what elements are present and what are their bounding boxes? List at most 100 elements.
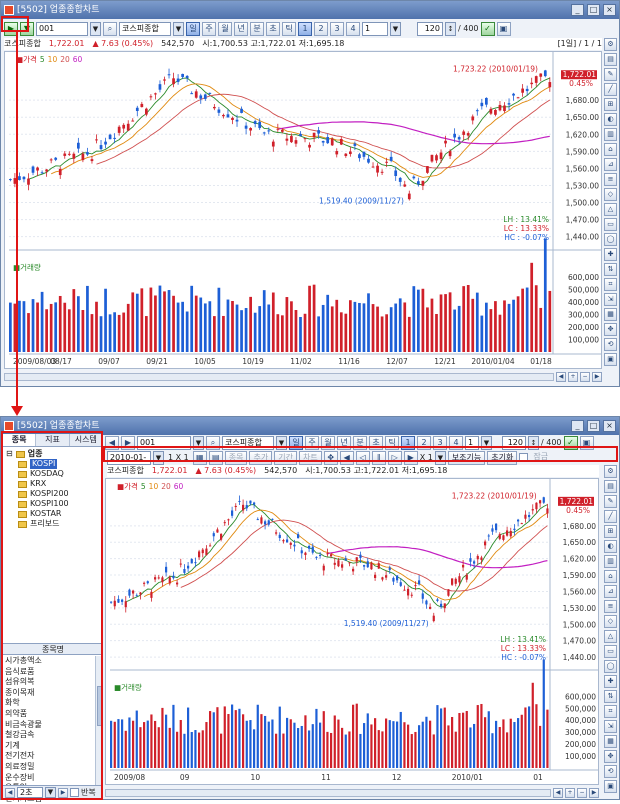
chart-tool-icon[interactable]: ▣ xyxy=(604,353,617,366)
period-month-2[interactable]: 월 xyxy=(321,435,335,450)
check-chart[interactable]: 차트 xyxy=(298,450,322,465)
interval-dropdown-2[interactable]: ▼ xyxy=(481,435,492,450)
count-input-2[interactable]: 120 xyxy=(502,435,526,450)
chart-tool-icon[interactable]: ▣ xyxy=(604,780,617,793)
reset-button[interactable]: 초기화 xyxy=(487,450,518,465)
interval-4[interactable]: 4 xyxy=(346,21,360,36)
save-icon[interactable]: ▣ xyxy=(496,21,511,36)
chart-tool-icon[interactable]: ⌂ xyxy=(604,570,617,583)
list-scrollbar[interactable] xyxy=(95,656,103,793)
chart-tool-icon[interactable]: ≡ xyxy=(604,173,617,186)
name-dropdown-2[interactable]: ▼ xyxy=(276,435,287,450)
period-month[interactable]: 월 xyxy=(218,21,232,36)
tree-item[interactable]: KOSPI xyxy=(6,459,100,469)
chart-tool-icon[interactable]: ⌗ xyxy=(604,278,617,291)
list-item[interactable]: 시가총액소 xyxy=(5,656,42,665)
chart-tool-icon[interactable]: ✥ xyxy=(604,323,617,336)
period-tick[interactable]: 틱 xyxy=(282,21,296,36)
chart-tool-icon[interactable]: ⊞ xyxy=(604,525,617,538)
horizontal-scrollbar[interactable] xyxy=(4,372,554,381)
date-input[interactable]: 2010-01-21 xyxy=(107,450,151,474)
scroll-right-icon[interactable]: ▶ xyxy=(589,787,599,798)
list-item[interactable]: 의료정밀 xyxy=(5,761,35,771)
chart-tool-icon[interactable]: ▦ xyxy=(604,308,617,321)
prev-icon[interactable]: ◀ xyxy=(5,787,15,798)
prev-code-icon[interactable]: ◀ xyxy=(105,435,119,450)
chart-tool-icon[interactable]: ✥ xyxy=(604,750,617,763)
count-spinner[interactable]: ↕ xyxy=(445,21,456,36)
chart-tool-icon[interactable]: ◯ xyxy=(604,233,617,246)
list-item[interactable]: 전기전자 xyxy=(5,751,35,761)
chart-tool-icon[interactable]: ◐ xyxy=(604,113,617,126)
print-icon[interactable]: ▤ xyxy=(208,450,223,465)
assist-button[interactable]: 보조기능 xyxy=(447,450,486,465)
step-forward-icon[interactable]: ▷ xyxy=(387,450,402,465)
chart-tool-icon[interactable]: ⇅ xyxy=(604,263,617,276)
chart-tool-icon[interactable]: ⌂ xyxy=(604,143,617,156)
repeat-checkbox[interactable] xyxy=(70,788,79,797)
chart-tool-icon[interactable]: ⟲ xyxy=(604,338,617,351)
maximize-button[interactable]: □ xyxy=(587,4,600,16)
list-item[interactable]: 음식료품 xyxy=(5,666,35,676)
period-week-2[interactable]: 주 xyxy=(305,435,319,450)
tab-indicator[interactable]: 지표 xyxy=(36,434,70,446)
tree-item[interactable]: KOSTAR xyxy=(6,509,100,519)
interval-dropdown[interactable]: ▼ xyxy=(390,21,401,36)
interval-input-2[interactable]: 1 xyxy=(465,435,479,450)
dropdown-panel-button[interactable]: ▼ xyxy=(20,21,34,36)
chart-tool-icon[interactable]: ⚙ xyxy=(604,465,617,478)
chart-tool-icon[interactable]: ✚ xyxy=(604,248,617,261)
chart-tool-icon[interactable]: ✚ xyxy=(604,675,617,688)
chart-tool-icon[interactable]: ▥ xyxy=(604,555,617,568)
period-day[interactable]: 일 xyxy=(186,21,200,36)
list-item[interactable]: 화학 xyxy=(5,698,20,708)
period-second[interactable]: 초 xyxy=(266,21,280,36)
interval-input[interactable]: 1 xyxy=(362,21,388,36)
lock-checkbox[interactable] xyxy=(519,453,529,462)
grid-icon[interactable]: ▦ xyxy=(192,450,207,465)
interval-4-2[interactable]: 4 xyxy=(449,435,463,450)
pause-icon[interactable]: ‖ xyxy=(371,450,386,465)
chart-tool-icon[interactable]: ▦ xyxy=(604,735,617,748)
tree-item[interactable]: KOSDAQ xyxy=(6,469,100,479)
move-icon[interactable]: ✥ xyxy=(323,450,338,465)
rewind-icon[interactable]: ◀ xyxy=(339,450,354,465)
name-dropdown[interactable]: ▼ xyxy=(173,21,184,36)
save-icon-2[interactable]: ▣ xyxy=(579,435,594,450)
close-button-2[interactable]: × xyxy=(603,420,616,432)
check-period[interactable]: 기간 xyxy=(274,450,297,465)
scroll-left-icon[interactable]: ◀ xyxy=(556,371,566,382)
chart-tool-icon[interactable]: ✎ xyxy=(604,495,617,508)
chart-tool-icon[interactable]: ⚙ xyxy=(604,38,617,51)
zoom-out-icon[interactable]: − xyxy=(577,787,587,798)
horizontal-scrollbar-2[interactable] xyxy=(105,788,551,797)
interval-select[interactable]: 2초 xyxy=(17,787,43,798)
chart-tool-icon[interactable]: ▤ xyxy=(604,53,617,66)
tree-item[interactable]: KOSPI100 xyxy=(6,499,100,509)
interval-select-dropdown[interactable]: ▼ xyxy=(45,787,56,798)
chart-tool-icon[interactable]: ▤ xyxy=(604,480,617,493)
chart-tool-icon[interactable]: ▭ xyxy=(604,645,617,658)
search-icon[interactable]: ⌕ xyxy=(103,21,117,36)
code-dropdown-2[interactable]: ▼ xyxy=(193,435,204,450)
list-item[interactable]: 종이목재 xyxy=(5,687,35,697)
code-input[interactable]: 001 xyxy=(36,21,88,36)
period-minute-2[interactable]: 분 xyxy=(353,435,367,450)
count-spinner-2[interactable]: ↕ xyxy=(528,435,539,450)
chart-tool-icon[interactable]: ◐ xyxy=(604,540,617,553)
chart-tool-icon[interactable]: ◯ xyxy=(604,660,617,673)
list-item[interactable]: 의약품 xyxy=(5,708,28,718)
period-second-2[interactable]: 초 xyxy=(369,435,383,450)
chart-tool-icon[interactable]: △ xyxy=(604,203,617,216)
tree-root[interactable]: ⊟ 업종 xyxy=(6,449,43,458)
chart-tool-icon[interactable]: ⇅ xyxy=(604,690,617,703)
list-item[interactable]: 철강금속 xyxy=(5,730,35,740)
name-field[interactable]: 코스피종합 xyxy=(119,21,171,36)
scroll-right-icon[interactable]: ▶ xyxy=(592,371,602,382)
search-icon[interactable]: ⌕ xyxy=(206,435,220,450)
price-chart[interactable]: 1,680.00 1,650.00 1,620.00 1,590.00 1,560.00… xyxy=(5,52,601,368)
list-item[interactable]: 비금속광물 xyxy=(5,719,42,729)
chart-tool-icon[interactable]: ≡ xyxy=(604,600,617,613)
play-icon[interactable]: ▶ xyxy=(403,450,418,465)
period-week[interactable]: 주 xyxy=(202,21,216,36)
